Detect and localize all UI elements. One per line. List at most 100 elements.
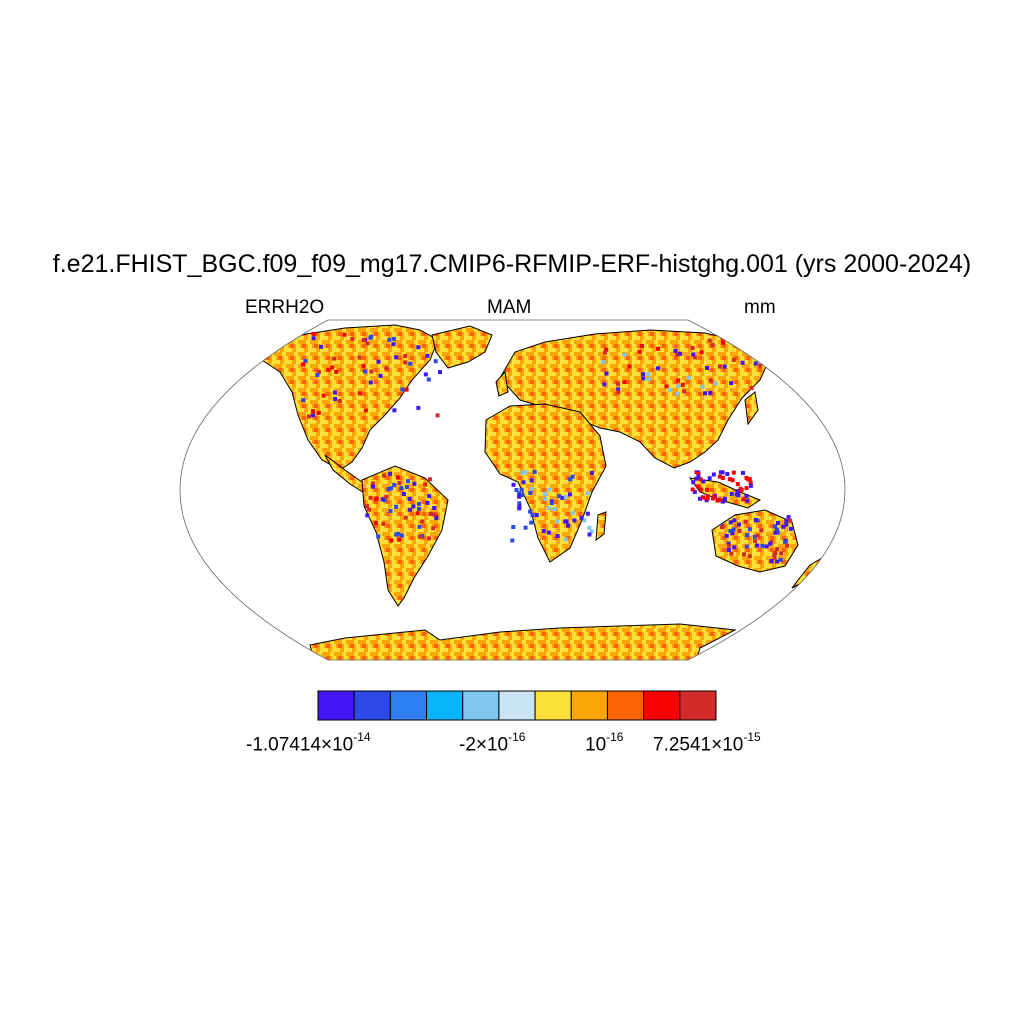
anomaly-cell bbox=[357, 391, 362, 396]
anomaly-cell bbox=[321, 393, 326, 398]
anomaly-cell bbox=[622, 352, 627, 357]
colorbar-box-7 bbox=[570, 690, 608, 721]
anomaly-cell bbox=[682, 389, 687, 394]
anomaly-cell bbox=[417, 534, 422, 539]
anomaly-cell bbox=[530, 513, 535, 518]
anomaly-cell bbox=[678, 351, 682, 356]
anomaly-cell bbox=[735, 482, 740, 487]
anomaly-cell bbox=[517, 504, 522, 509]
anomaly-speckles bbox=[301, 331, 793, 564]
colorbar-box-5 bbox=[498, 690, 536, 721]
anomaly-cell bbox=[740, 360, 745, 365]
anomaly-cell bbox=[717, 364, 722, 369]
anomaly-cell bbox=[582, 518, 587, 523]
anomaly-cell bbox=[737, 522, 741, 527]
anomaly-cell bbox=[563, 495, 568, 499]
colorbar-box-2 bbox=[389, 690, 428, 721]
anomaly-cell bbox=[510, 538, 515, 543]
anomaly-cell bbox=[640, 343, 644, 348]
anomaly-cell bbox=[720, 525, 725, 530]
anomaly-cell bbox=[707, 476, 712, 481]
anomaly-cell bbox=[656, 346, 660, 351]
anomaly-cell bbox=[400, 387, 405, 392]
continent-greenland bbox=[431, 325, 493, 369]
anomaly-cell bbox=[408, 361, 413, 366]
anomaly-cell bbox=[641, 376, 646, 381]
anomaly-cell bbox=[696, 474, 701, 479]
anomaly-cell bbox=[717, 474, 722, 479]
anomaly-cell bbox=[406, 479, 410, 484]
anomaly-cell bbox=[416, 345, 421, 350]
island-new-zealand bbox=[791, 556, 823, 589]
anomaly-cell bbox=[726, 543, 731, 548]
anomaly-cell bbox=[399, 533, 404, 538]
anomaly-cell bbox=[311, 336, 316, 341]
anomaly-cell bbox=[753, 361, 758, 366]
anomaly-cell bbox=[676, 384, 681, 389]
anomaly-cell bbox=[411, 504, 416, 509]
anomaly-cell bbox=[748, 483, 753, 488]
anomaly-cell bbox=[627, 364, 632, 369]
anomaly-cell bbox=[668, 387, 673, 392]
anomaly-cell bbox=[736, 493, 741, 498]
anomaly-cell bbox=[368, 495, 373, 500]
anomaly-cell bbox=[552, 507, 557, 511]
anomaly-cell bbox=[316, 410, 321, 415]
anomaly-cell bbox=[388, 471, 393, 476]
colorbar-box-4 bbox=[462, 690, 500, 721]
anomaly-cell bbox=[690, 346, 695, 350]
anomaly-cell bbox=[721, 499, 726, 504]
anomaly-cell bbox=[585, 511, 590, 516]
anomaly-cell bbox=[373, 521, 378, 525]
anomaly-cell bbox=[376, 359, 381, 364]
anomaly-cell bbox=[428, 477, 432, 482]
anomaly-cell bbox=[311, 331, 316, 336]
anomaly-cell bbox=[301, 362, 305, 367]
anomaly-cell bbox=[773, 550, 778, 555]
anomaly-cell bbox=[604, 371, 609, 376]
season-label: MAM bbox=[487, 297, 532, 318]
anomaly-cell bbox=[532, 470, 537, 474]
anomaly-cell bbox=[434, 516, 439, 521]
anomaly-cell bbox=[732, 545, 737, 550]
anomaly-cell bbox=[729, 551, 734, 556]
anomaly-cell bbox=[747, 554, 752, 559]
anomaly-cell bbox=[744, 494, 749, 498]
anomaly-cell bbox=[698, 477, 703, 482]
anomaly-cell bbox=[572, 518, 577, 523]
anomaly-cell bbox=[736, 489, 741, 494]
anomaly-cell bbox=[705, 496, 710, 501]
colorbar-label-2: 10-16 bbox=[585, 730, 624, 756]
anomaly-cell bbox=[541, 528, 546, 533]
anomaly-cell bbox=[301, 398, 306, 403]
anomaly-cell bbox=[726, 547, 731, 552]
anomaly-cell bbox=[680, 382, 685, 387]
anomaly-cell bbox=[420, 519, 425, 524]
anomaly-cell bbox=[737, 529, 742, 533]
anomaly-cell bbox=[727, 477, 732, 482]
anomaly-cell bbox=[749, 386, 754, 390]
anomaly-cell bbox=[523, 525, 528, 530]
anomaly-cell bbox=[382, 473, 387, 478]
anomaly-cell bbox=[394, 355, 399, 360]
anomaly-cell bbox=[365, 341, 370, 346]
anomaly-cell bbox=[403, 354, 408, 358]
anomaly-cell bbox=[363, 369, 368, 374]
anomaly-cell bbox=[369, 369, 374, 374]
anomaly-cell bbox=[319, 344, 324, 349]
anomaly-cell bbox=[363, 408, 368, 413]
anomaly-cell bbox=[391, 342, 396, 347]
anomaly-cell bbox=[511, 525, 516, 529]
anomaly-cell bbox=[426, 377, 431, 382]
anomaly-cell bbox=[699, 350, 704, 355]
anomaly-cell bbox=[729, 381, 734, 386]
anomaly-cell bbox=[725, 472, 730, 476]
anomaly-cell bbox=[399, 486, 404, 491]
anomaly-cell bbox=[427, 536, 432, 541]
anomaly-cell bbox=[423, 482, 428, 487]
map-field bbox=[261, 324, 823, 660]
anomaly-cell bbox=[432, 506, 437, 510]
anomaly-cell bbox=[741, 497, 746, 502]
anomaly-cell bbox=[403, 515, 408, 520]
anomaly-cell bbox=[521, 480, 526, 485]
